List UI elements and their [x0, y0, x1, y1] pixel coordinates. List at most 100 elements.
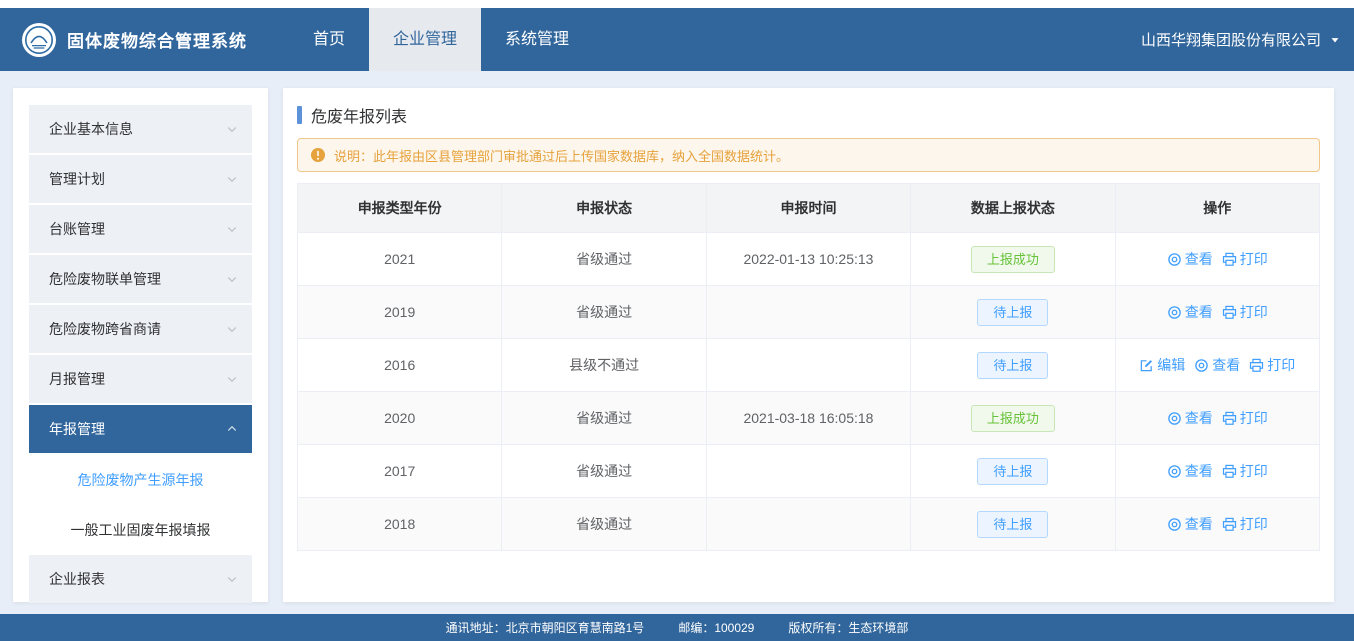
printer-icon [1222, 252, 1237, 267]
print-action-link[interactable]: 打印 [1249, 355, 1295, 375]
sidebar-item-label: 月报管理 [49, 371, 105, 387]
view-action-link[interactable]: 查看 [1167, 461, 1213, 481]
sidebar-item-management-plan[interactable]: 管理计划 [29, 155, 252, 203]
print-action-link[interactable]: 打印 [1222, 514, 1268, 534]
sidebar-item-monthly-report[interactable]: 月报管理 [29, 355, 252, 403]
cell-upload-status: 待上报 [910, 444, 1116, 498]
cell-declare-time [705, 338, 912, 392]
action-label: 查看 [1184, 516, 1213, 532]
print-action-link[interactable]: 打印 [1222, 249, 1268, 269]
page-title-text: 危废年报列表 [311, 109, 408, 126]
print-action-link[interactable]: 打印 [1222, 461, 1268, 481]
sidebar-subitem-hazardous-waste-source-annual-report[interactable]: 危险废物产生源年报 [29, 455, 252, 505]
table-row: 2021 省级通过 2022-01-13 10:25:13 上报成功 查看 打印 [296, 232, 1321, 286]
print-action-link[interactable]: 打印 [1222, 302, 1268, 322]
action-label: 打印 [1239, 463, 1268, 479]
view-action-link[interactable]: 查看 [1167, 514, 1213, 534]
view-action-link[interactable]: 查看 [1194, 355, 1240, 375]
content-area: 企业基本信息管理计划 台账管理危险废物联单管理危险废物跨省商请月报管理年报管理 危险… [0, 71, 1354, 614]
upload-pending-button[interactable]: 待上报 [977, 298, 1049, 326]
action-label: 编辑 [1157, 357, 1186, 373]
cell-actions: 查看 打印 [1114, 285, 1321, 339]
cell-report-year: 2018 [296, 497, 503, 551]
footer-copyright: 版权所有：生态环境部 [788, 621, 909, 635]
column-header: 数据上报状态 [910, 183, 1116, 233]
cell-declare-time: 2021-03-18 16:05:18 [705, 391, 912, 445]
eye-icon [1167, 411, 1182, 426]
printer-icon [1249, 358, 1264, 373]
cell-upload-status: 待上报 [910, 338, 1116, 392]
main-nav: 首页 企业管理 系统管理 [289, 8, 593, 71]
row-actions: 查看 打印 [1117, 249, 1318, 269]
sidebar-subitem-industrial-solid-waste-annual-report[interactable]: 一般工业固废年报填报 [29, 505, 252, 555]
warning-circle-icon [310, 147, 326, 163]
chevron-up-icon [226, 423, 238, 435]
cell-report-year: 2019 [296, 285, 503, 339]
cell-declare-time [705, 497, 912, 551]
chevron-down-icon [226, 173, 238, 185]
cell-declare-status: 省级通过 [501, 232, 707, 286]
sidebar-item-hazardous-waste-cross-province[interactable]: 危险废物跨省商请 [29, 305, 252, 353]
cell-actions: 查看 打印 [1114, 497, 1321, 551]
nav-tab-enterprise-management[interactable]: 企业管理 [369, 8, 482, 71]
sidebar-item-ledger-management[interactable]: 台账管理 [29, 205, 252, 253]
main-card: 危废年报列表 说明：此年报由区县管理部门审批通过后上传国家数据库，纳入全国数据统… [283, 88, 1334, 602]
upload-pending-button[interactable]: 待上报 [977, 510, 1049, 538]
view-action-link[interactable]: 查看 [1167, 249, 1213, 269]
nav-tab-home[interactable]: 首页 [313, 31, 346, 48]
upload-pending-button[interactable]: 待上报 [977, 351, 1049, 379]
caret-down-icon [1330, 35, 1340, 45]
notice-banner: 说明：此年报由区县管理部门审批通过后上传国家数据库，纳入全国数据统计。 [297, 138, 1320, 172]
action-label: 查看 [1184, 410, 1213, 426]
cell-upload-status: 上报成功 [910, 391, 1116, 445]
cell-actions: 查看 打印 [1114, 232, 1321, 286]
cell-actions: 编辑 查看 打印 [1114, 338, 1321, 392]
row-actions: 查看 打印 [1117, 408, 1318, 428]
column-header: 操作 [1114, 183, 1321, 233]
chevron-down-icon [226, 123, 238, 135]
column-header: 申报类型年份 [296, 183, 503, 233]
sidebar-item-label: 危险废物联单管理 [49, 271, 161, 287]
column-header: 申报状态 [501, 183, 707, 233]
sidebar-item-label: 企业基本信息 [49, 121, 133, 137]
edit-action-link[interactable]: 编辑 [1139, 355, 1185, 375]
cell-declare-time [705, 444, 912, 498]
action-label: 打印 [1239, 410, 1268, 426]
upload-success-badge: 上报成功 [970, 404, 1055, 432]
sidebar-item-hazardous-waste-manifest[interactable]: 危险废物联单管理 [29, 255, 252, 303]
cell-declare-time: 2022-01-13 10:25:13 [705, 232, 912, 286]
edit-icon [1139, 358, 1154, 373]
footer-postcode: 邮编：100029 [678, 621, 755, 635]
sidebar-item-annual-report[interactable]: 年报管理 [29, 405, 252, 453]
cell-report-year: 2016 [296, 338, 503, 392]
company-switcher[interactable]: 山西华翔集团股份有限公司 [1141, 8, 1340, 71]
nav-tab-system-management[interactable]: 系统管理 [505, 31, 570, 48]
eye-icon [1167, 252, 1182, 267]
view-action-link[interactable]: 查看 [1167, 408, 1213, 428]
sidebar-item-enterprise-reports[interactable]: 企业报表 [29, 555, 252, 603]
upload-success-badge: 上报成功 [970, 245, 1055, 273]
view-action-link[interactable]: 查看 [1167, 302, 1213, 322]
footer-address: 通讯地址：北京市朝阳区育慧南路1号 [445, 621, 645, 635]
footer: 通讯地址：北京市朝阳区育慧南路1号 邮编：100029 版权所有：生态环境部 [0, 614, 1354, 641]
action-label: 打印 [1239, 516, 1268, 532]
eye-icon [1167, 464, 1182, 479]
cell-upload-status: 待上报 [910, 497, 1116, 551]
brand: 固体废物综合管理系统 [0, 22, 247, 58]
action-label: 查看 [1184, 304, 1213, 320]
action-label: 查看 [1184, 463, 1213, 479]
printer-icon [1222, 305, 1237, 320]
eye-icon [1194, 358, 1209, 373]
chevron-down-icon [226, 573, 238, 585]
sidebar-item-enterprise-basic-info[interactable]: 企业基本信息 [29, 105, 252, 153]
cell-declare-time [705, 285, 912, 339]
table-row: 2017 省级通过 待上报 查看 打印 [296, 444, 1321, 498]
upload-pending-button[interactable]: 待上报 [977, 457, 1049, 485]
cell-declare-status: 省级通过 [501, 497, 707, 551]
printer-icon [1222, 517, 1237, 532]
print-action-link[interactable]: 打印 [1222, 408, 1268, 428]
table-row: 2016 县级不通过 待上报 编辑 查看 打印 [296, 338, 1321, 392]
action-label: 打印 [1239, 304, 1268, 320]
cell-declare-status: 省级通过 [501, 285, 707, 339]
cell-actions: 查看 打印 [1114, 444, 1321, 498]
